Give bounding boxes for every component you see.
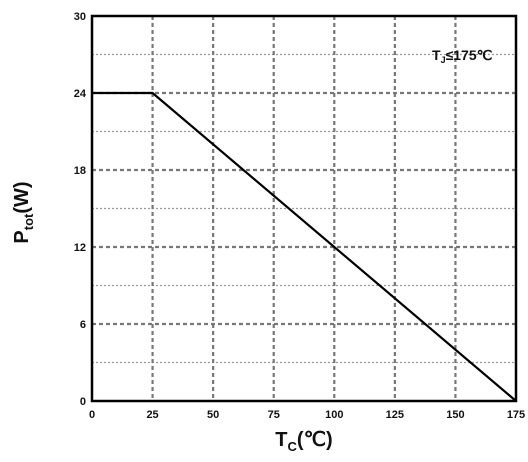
y-tick-label: 18 — [74, 165, 86, 177]
annotation-sub: J — [441, 55, 446, 65]
annotation-main: T — [432, 47, 441, 63]
x-tick-label: 0 — [89, 409, 95, 421]
x-tick-labels: 0 25 50 75 100 125 150 175 — [89, 409, 525, 421]
y-tick-label: 0 — [80, 396, 86, 408]
y-tick-label: 6 — [80, 319, 86, 331]
y-title-rest: (W) — [11, 181, 33, 213]
junction-temp-annotation: TJ≤175℃ — [432, 47, 493, 65]
series-line — [92, 91, 517, 402]
y-title-main: P — [11, 230, 33, 243]
annotation-rest: ≤175℃ — [446, 47, 493, 63]
x-tick-label: 175 — [507, 409, 525, 421]
y-axis-title: Ptot(W) — [11, 181, 36, 243]
plot-frame — [90, 14, 518, 403]
y-tick-label: 12 — [74, 242, 86, 254]
series-group — [92, 91, 517, 402]
x-tick-label: 150 — [446, 409, 464, 421]
y-tick-label: 30 — [74, 11, 86, 23]
grid — [92, 16, 516, 401]
x-title-main: T — [275, 429, 287, 451]
x-title-sub: C — [288, 439, 298, 454]
x-tick-label: 125 — [386, 409, 404, 421]
y-tick-labels: 0 6 12 18 24 30 — [74, 11, 87, 408]
x-title-rest: (℃) — [297, 429, 333, 451]
y-title-sub: tot — [21, 213, 36, 230]
y-tick-label: 24 — [74, 88, 87, 100]
x-tick-label: 50 — [207, 409, 219, 421]
x-axis-title: TC(℃) — [275, 429, 332, 454]
x-tick-label: 100 — [325, 409, 343, 421]
x-tick-label: 75 — [268, 409, 280, 421]
x-tick-label: 25 — [146, 409, 158, 421]
